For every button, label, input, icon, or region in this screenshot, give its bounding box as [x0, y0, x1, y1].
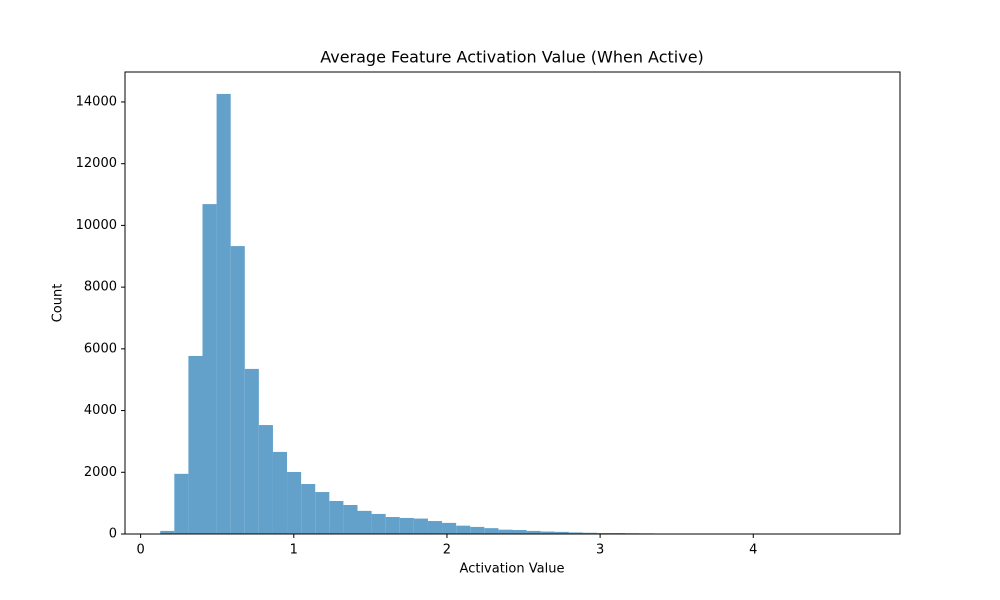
bar [371, 513, 386, 534]
y-tick-label: 2000 [84, 465, 117, 480]
bar [315, 492, 330, 534]
bar [484, 528, 499, 534]
bar [343, 504, 358, 534]
x-tick-label: 3 [596, 543, 604, 558]
bar [427, 521, 443, 534]
bar [244, 368, 259, 534]
y-tick-label: 12000 [76, 156, 117, 171]
bar [160, 530, 175, 534]
x-tick-label: 4 [749, 543, 757, 558]
bar [301, 484, 316, 534]
y-tick-label: 8000 [84, 280, 117, 295]
bar [568, 532, 583, 534]
bar [287, 471, 302, 534]
bar [413, 518, 428, 534]
y-tick-label: 6000 [84, 341, 117, 356]
bar [272, 451, 288, 534]
plot-area [160, 93, 865, 535]
y-axis-label: Count [51, 284, 66, 323]
bar [329, 500, 344, 534]
x-tick-label: 0 [136, 543, 144, 558]
chart-title: Average Feature Activation Value (When A… [320, 48, 704, 67]
y-tick-label: 0 [109, 527, 117, 542]
axes-frame [124, 71, 901, 535]
x-tick-label: 2 [443, 543, 451, 558]
bar [188, 355, 203, 534]
y-tick-label: 4000 [84, 403, 117, 418]
bar [258, 425, 273, 534]
bar [230, 246, 245, 535]
bar [202, 204, 217, 534]
bar [526, 530, 541, 534]
bar [470, 526, 485, 534]
bar [512, 529, 527, 534]
y-tick-label: 14000 [76, 94, 117, 109]
bar [554, 531, 569, 534]
bar [498, 529, 513, 534]
bar [385, 517, 400, 534]
bar [582, 532, 598, 534]
bar [174, 473, 189, 534]
bar [442, 522, 457, 534]
bar [399, 517, 414, 534]
bar [357, 510, 372, 534]
bar [216, 93, 231, 534]
y-tick-label: 10000 [76, 218, 117, 233]
bar [456, 525, 471, 534]
x-tick-label: 1 [290, 543, 298, 558]
bar [540, 531, 555, 534]
x-axis-label: Activation Value [460, 562, 565, 577]
